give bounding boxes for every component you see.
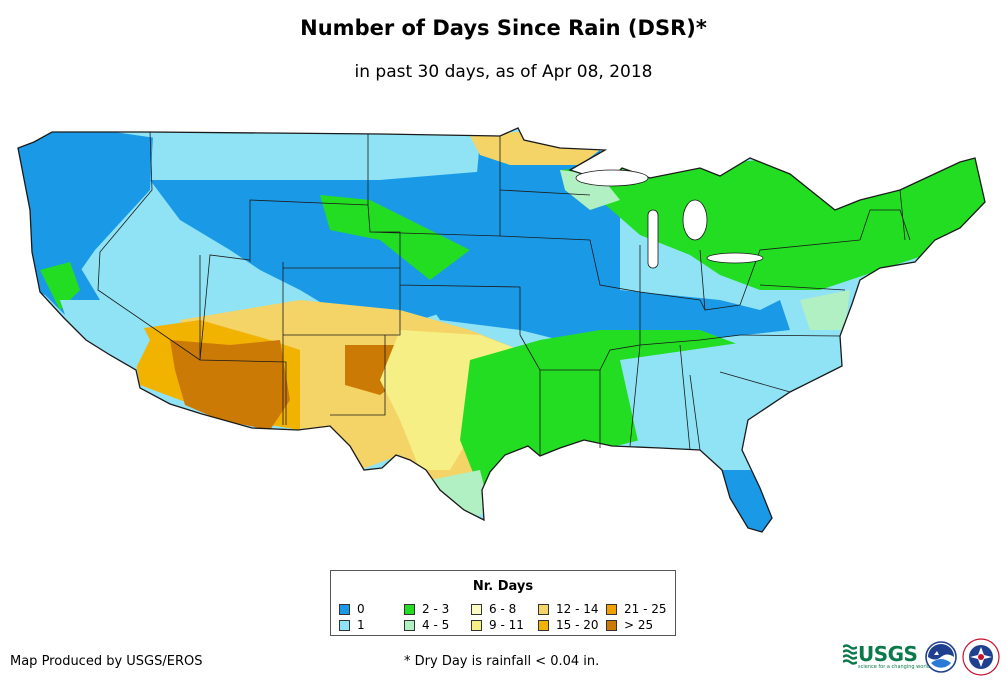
legend-item: 4 - 5 (404, 618, 449, 632)
legend-title: Nr. Days (472, 579, 534, 594)
great-lakes-michigan (647, 209, 659, 269)
legend-label: 9 - 11 (489, 618, 524, 632)
legend-swatch (404, 604, 415, 615)
legend-item: 12 - 14 (538, 602, 599, 616)
map-credit: Map Produced by USGS/EROS (10, 654, 203, 669)
nws-logo[interactable] (962, 638, 1000, 676)
legend-label: 6 - 8 (489, 602, 517, 616)
legend-swatch (404, 620, 415, 631)
state-borders-east (689, 189, 911, 451)
legend-item: 6 - 8 (471, 602, 516, 616)
legend-label: 12 - 14 (556, 602, 599, 616)
region-dakota-green (320, 195, 470, 280)
dry-day-footnote: * Dry Day is rainfall < 0.04 in. (404, 654, 600, 669)
state-borders-central (499, 189, 741, 456)
legend-swatch (538, 604, 549, 615)
region-midatlantic-mint (800, 290, 850, 330)
legend-label: 1 (357, 618, 365, 632)
region-ca-light (60, 300, 150, 380)
great-lakes-erie (706, 252, 764, 264)
map-title: Number of Days Since Rain (DSR)* (300, 16, 707, 40)
great-lakes-superior (575, 169, 649, 187)
legend-swatch (339, 620, 350, 631)
legend-label: 0 (357, 602, 365, 616)
legend-item: 15 - 20 (538, 618, 599, 632)
usgs-tagline: science for a changing world (858, 664, 930, 670)
legend: Nr. Days 0 1 2 - 3 4 - 5 6 - 8 9 - 11 12… (330, 570, 676, 636)
legend-label: 21 - 25 (624, 602, 667, 616)
us-outline (17, 127, 986, 533)
legend-label: 4 - 5 (422, 618, 450, 632)
legend-label: 15 - 20 (556, 618, 599, 632)
usgs-logo[interactable]: USGS science for a changing world (843, 642, 930, 670)
legend-swatch (339, 604, 350, 615)
legend-item: 0 (339, 602, 365, 616)
region-rockies-zero (150, 170, 520, 320)
region-mn-yellow (470, 130, 600, 165)
legend-label: 2 - 3 (422, 602, 450, 616)
noaa-logo[interactable] (925, 641, 957, 673)
legend-swatch (606, 620, 617, 631)
great-lakes-huron (682, 199, 708, 241)
state-borders-west (97, 131, 521, 425)
legend-item: 9 - 11 (471, 618, 524, 632)
legend-item: > 25 (606, 618, 653, 632)
region-ca-green (40, 262, 80, 310)
legend-swatch (471, 604, 482, 615)
legend-item: 2 - 3 (404, 602, 449, 616)
region-az-brown (170, 340, 290, 430)
region-gulf-mint (430, 470, 490, 520)
legend-item: 1 (339, 618, 365, 632)
usgs-wordmark: USGS (858, 642, 918, 666)
usgs-wave-icon (843, 644, 857, 665)
region-wi-mint (560, 170, 620, 210)
legend-swatch (471, 620, 482, 631)
region-midwest-zero (420, 140, 790, 350)
legend-swatch (606, 604, 617, 615)
region-southeast-light (620, 340, 845, 532)
legend-label: > 25 (624, 618, 654, 632)
map-subtitle: in past 30 days, as of Apr 08, 2018 (354, 62, 653, 82)
legend-item: 21 - 25 (606, 602, 667, 616)
legend-swatch (538, 620, 549, 631)
